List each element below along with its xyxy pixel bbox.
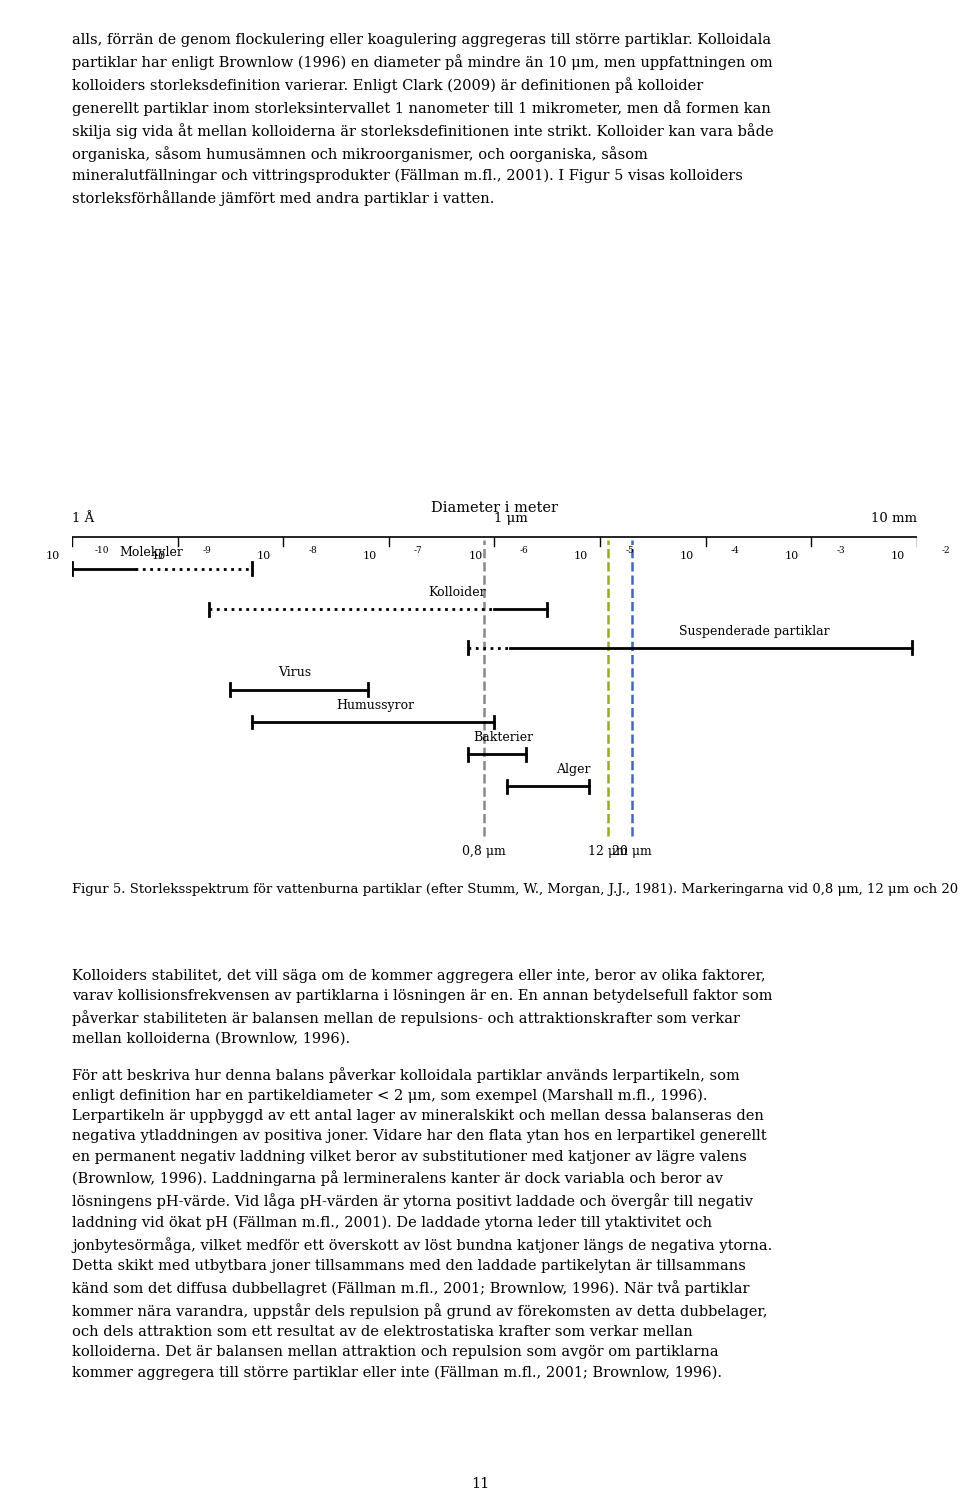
Text: alls, förrän de genom flockulering eller koagulering aggregeras till större part: alls, förrän de genom flockulering eller… xyxy=(72,33,774,205)
Text: Virus: Virus xyxy=(278,667,311,679)
Text: 10: 10 xyxy=(152,551,166,561)
Text: 10: 10 xyxy=(257,551,272,561)
Text: 10: 10 xyxy=(363,551,377,561)
Text: För att beskriva hur denna balans påverkar kolloidala partiklar används lerparti: För att beskriva hur denna balans påverk… xyxy=(72,1067,772,1379)
Text: 10: 10 xyxy=(468,551,483,561)
Text: -9: -9 xyxy=(203,546,211,555)
Text: Bakterier: Bakterier xyxy=(473,730,534,744)
Text: 12 μm: 12 μm xyxy=(588,845,628,857)
Text: 10: 10 xyxy=(574,551,588,561)
Text: Humussyror: Humussyror xyxy=(336,699,414,712)
Text: -4: -4 xyxy=(731,546,739,555)
Text: -8: -8 xyxy=(308,546,317,555)
Text: 0,8 μm: 0,8 μm xyxy=(463,845,506,857)
Text: Kolloider: Kolloider xyxy=(428,585,486,599)
Text: -10: -10 xyxy=(94,546,108,555)
Text: 10: 10 xyxy=(680,551,694,561)
Text: 10: 10 xyxy=(891,551,905,561)
Text: Molekyler: Molekyler xyxy=(119,546,183,558)
Text: Alger: Alger xyxy=(556,764,590,776)
Text: -5: -5 xyxy=(625,546,634,555)
Text: -3: -3 xyxy=(836,546,845,555)
Text: 10 mm: 10 mm xyxy=(871,513,917,525)
Text: 10: 10 xyxy=(46,551,60,561)
Text: 20 μm: 20 μm xyxy=(612,845,652,857)
Text: 1 Å: 1 Å xyxy=(72,513,94,525)
Text: 10: 10 xyxy=(785,551,800,561)
Text: -6: -6 xyxy=(519,546,528,555)
Text: Diameter i meter: Diameter i meter xyxy=(431,501,558,515)
Text: 1 μm: 1 μm xyxy=(494,513,528,525)
Text: Kolloiders stabilitet, det vill säga om de kommer aggregera eller inte, beror av: Kolloiders stabilitet, det vill säga om … xyxy=(72,969,773,1046)
Text: Figur 5. Storleksspektrum för vattenburna partiklar (efter Stumm, W., Morgan, J.: Figur 5. Storleksspektrum för vattenburn… xyxy=(72,883,960,896)
Text: 11: 11 xyxy=(470,1477,490,1491)
Text: -2: -2 xyxy=(942,546,950,555)
Text: Suspenderade partiklar: Suspenderade partiklar xyxy=(680,625,829,638)
Text: -7: -7 xyxy=(414,546,422,555)
